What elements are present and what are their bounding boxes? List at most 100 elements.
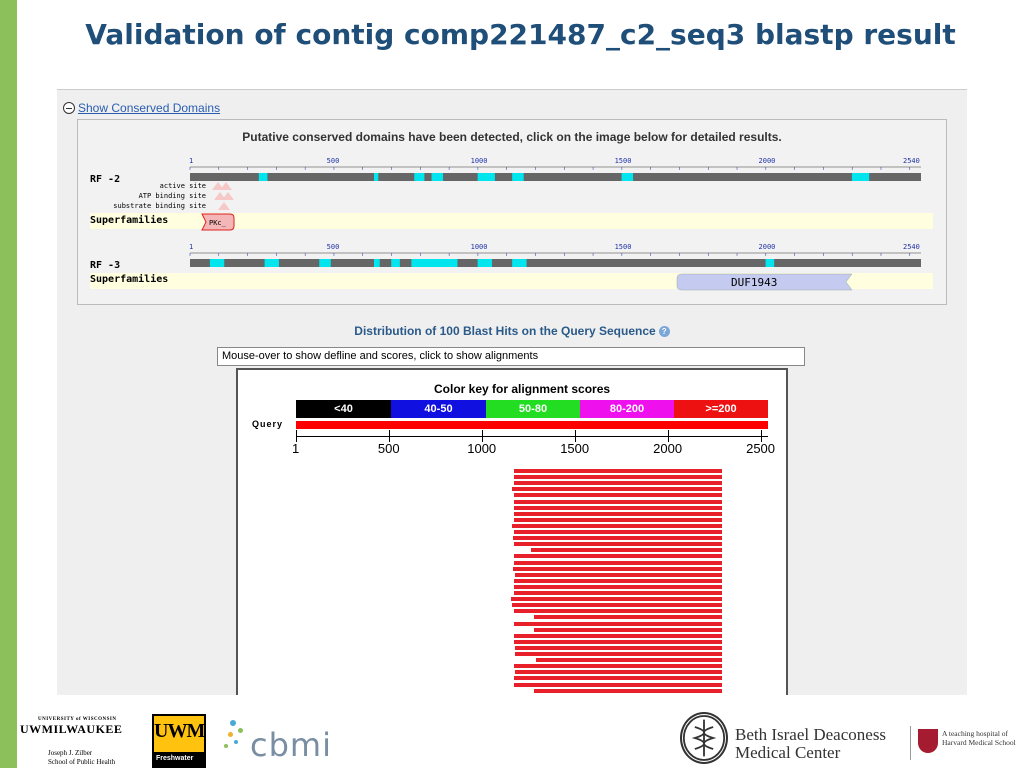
freshwater-logo-uwm: UWM	[154, 720, 205, 742]
hit-bar[interactable]	[514, 639, 722, 644]
harvard-shield-icon	[918, 729, 938, 753]
rf3-track[interactable]	[190, 259, 921, 267]
freshwater-logo: UWM Freshwater	[152, 714, 206, 768]
cd-track-segment	[512, 173, 524, 181]
collapse-icon[interactable]	[63, 101, 75, 114]
bidmc-name: Beth Israel Deaconess Medical Center	[735, 726, 886, 762]
hit-bar[interactable]	[513, 566, 722, 571]
conserved-domains-toggle[interactable]: Show Conserved Domains	[63, 100, 220, 115]
hit-bar[interactable]	[514, 621, 722, 626]
hit-bar[interactable]	[515, 572, 722, 577]
color-key-title: Color key for alignment scores	[434, 382, 611, 396]
cd-scale-label: 500	[327, 157, 340, 165]
duf1943-domain[interactable]: DUF1943	[676, 273, 856, 291]
hit-bar[interactable]	[512, 603, 722, 608]
zilber-line-1: Joseph J. Zilber	[48, 749, 93, 757]
hit-bar[interactable]	[514, 676, 722, 681]
color-key-cell: 50-80	[486, 400, 580, 418]
hit-bar[interactable]	[514, 560, 722, 565]
scale-tick-label: 1	[292, 441, 300, 456]
hit-bar[interactable]	[514, 481, 722, 486]
hit-bar[interactable]	[533, 627, 722, 632]
hit-bar[interactable]	[514, 475, 722, 480]
conserved-domains-panel[interactable]: Putative conserved domains have been det…	[77, 119, 947, 305]
site-markers[interactable]	[208, 182, 248, 214]
hit-bar[interactable]	[514, 517, 722, 522]
hit-bar[interactable]	[533, 615, 722, 620]
duf1943-domain-label: DUF1943	[731, 276, 777, 289]
cd-track-segment	[431, 173, 444, 181]
cd-scale-label: 500	[327, 243, 340, 251]
cd-track-segment	[765, 259, 775, 267]
cd-scale-label: 1000	[471, 243, 488, 251]
hit-bar[interactable]	[514, 505, 722, 510]
slide-title: Validation of contig comp221487_c2_seq3 …	[85, 18, 956, 51]
hit-bar[interactable]	[514, 542, 722, 547]
cd-track-segment	[373, 173, 379, 181]
color-key-cell: 40-50	[391, 400, 486, 418]
cd-track-segment	[512, 259, 527, 267]
help-icon[interactable]: ?	[658, 326, 670, 338]
hit-bar[interactable]	[514, 591, 722, 595]
harvard-text: A teaching hospital of Harvard Medical S…	[942, 729, 1016, 747]
hit-bar[interactable]	[512, 523, 722, 528]
hit-bar[interactable]	[515, 670, 722, 675]
harvard-divider	[910, 726, 911, 760]
cd-track-segment	[209, 259, 225, 267]
hit-bar[interactable]	[514, 511, 722, 516]
left-accent-bar	[0, 0, 17, 768]
zilber-school-text: Joseph J. Zilber School of Public Health	[20, 749, 130, 767]
harvard-line-2: Harvard Medical School	[942, 738, 1016, 747]
bidmc-line-2: Medical Center	[735, 743, 841, 762]
hit-bar[interactable]	[514, 584, 722, 589]
hit-bar[interactable]	[514, 682, 722, 687]
scale-tick-label: 1500	[560, 441, 590, 456]
hit-bar[interactable]	[511, 597, 722, 602]
distribution-title-text: Distribution of 100 Blast Hits on the Qu…	[354, 324, 656, 338]
hit-bar[interactable]	[514, 578, 722, 583]
cd-scale-label: 1	[189, 157, 193, 165]
atp-binding-site-label: ATP binding site	[138, 192, 206, 200]
hit-bar[interactable]	[513, 536, 722, 541]
hit-bar[interactable]	[514, 493, 722, 498]
active-site-label: active site	[159, 182, 206, 190]
scale-tick	[388, 430, 390, 442]
hit-bar[interactable]	[514, 633, 722, 638]
scale-tick	[667, 430, 669, 442]
hit-bar[interactable]	[514, 664, 722, 669]
cbmi-dot	[228, 732, 233, 737]
blast-screenshot: Show Conserved Domains Putative conserve…	[57, 89, 967, 695]
hit-bar[interactable]	[514, 530, 722, 534]
uwm-logo: UNIVERSITY of WISCONSIN UWMILWAUKEE Jose…	[20, 717, 130, 767]
hit-bar[interactable]	[514, 609, 722, 614]
hit-bar[interactable]	[514, 554, 722, 559]
blast-hits-graph[interactable]: Color key for alignment scores <40 40-50…	[236, 368, 788, 695]
cd-scale-label: 1	[189, 243, 193, 251]
cd-track-segment	[264, 259, 279, 267]
zilber-line-2: School of Public Health	[48, 758, 116, 766]
hit-bar[interactable]	[535, 658, 722, 663]
scale-tick	[574, 430, 576, 442]
scale-tick-label: 1000	[467, 441, 497, 456]
cd-track-segment	[621, 173, 634, 181]
cd-track-segment	[851, 173, 870, 181]
hit-bar[interactable]	[515, 652, 722, 656]
rf3-scale: 1 500 1000 1500 2000 2540	[189, 243, 921, 256]
hit-bar[interactable]	[514, 499, 722, 504]
show-conserved-domains-link[interactable]: Show Conserved Domains	[78, 100, 221, 115]
rf2-track[interactable]	[190, 173, 921, 181]
conserved-domains-graphic[interactable]: 1 500 1000 1500 2000 2540 1 500 1000 1500 2000 254…	[78, 120, 948, 306]
cd-track-segment	[477, 173, 495, 181]
cbmi-dot	[234, 740, 238, 744]
pkc-domain[interactable]: PKc_	[200, 213, 240, 231]
query-label: Query	[252, 419, 284, 429]
uwm-logo-name: UWMILWAUKEE	[20, 722, 123, 736]
query-bar[interactable]	[296, 421, 768, 429]
hit-bar[interactable]	[533, 688, 722, 693]
hit-bar[interactable]	[512, 487, 722, 492]
hit-bar[interactable]	[530, 548, 722, 553]
cd-scale-label: 2540	[903, 243, 920, 251]
hit-bar[interactable]	[514, 469, 722, 473]
color-key-cell: <40	[296, 400, 391, 418]
hit-bar[interactable]	[515, 645, 722, 650]
